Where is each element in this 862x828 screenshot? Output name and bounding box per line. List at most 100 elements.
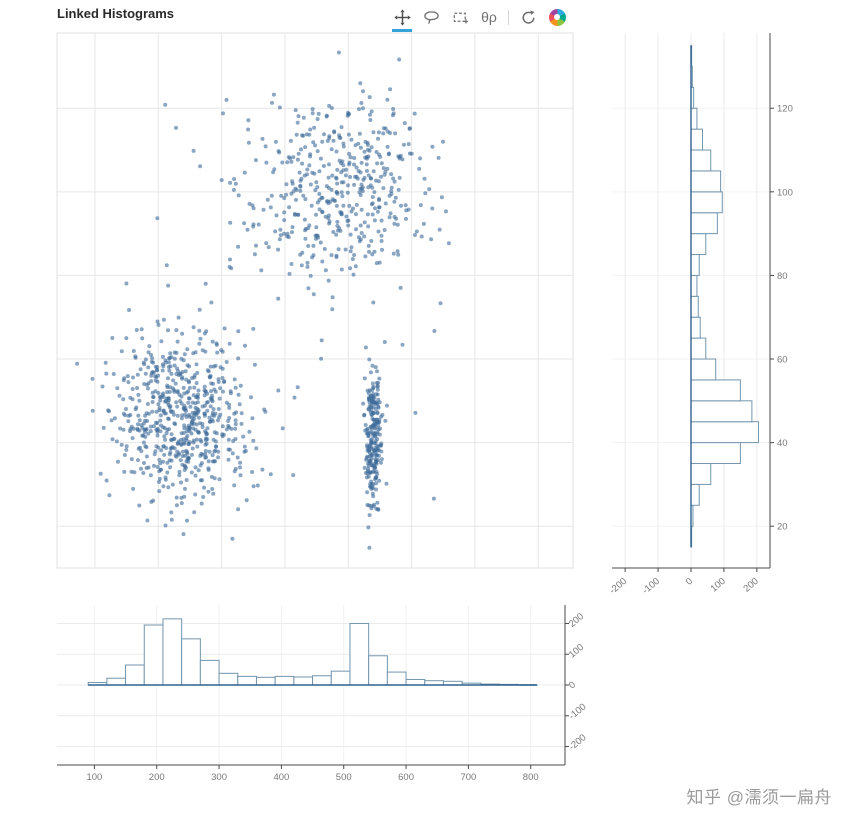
scatter-point: [220, 376, 225, 380]
scatter-point: [370, 185, 375, 190]
scatter-point: [341, 203, 346, 208]
scatter-point: [228, 257, 232, 262]
tick-label: 120: [777, 104, 793, 115]
scatter-point: [373, 453, 378, 458]
scatter-point: [163, 360, 168, 365]
scatter-point: [202, 411, 207, 416]
scatter-point: [287, 205, 292, 210]
scatter-point: [189, 470, 194, 475]
scatter-point: [146, 431, 151, 436]
scatter-point: [107, 493, 112, 498]
scatter-point: [358, 81, 363, 86]
scatter-point: [373, 365, 378, 370]
scatter-plot[interactable]: [55, 30, 575, 570]
scatter-point: [385, 166, 390, 171]
scatter-point: [208, 364, 213, 369]
scatter-point: [109, 418, 114, 423]
scatter-point: [291, 155, 296, 160]
scatter-point: [360, 189, 365, 194]
scatter-point: [128, 429, 132, 434]
scatter-point: [226, 419, 231, 423]
right-hist-bars: [690, 45, 759, 548]
scatter-point: [339, 170, 344, 175]
scatter-point: [335, 219, 340, 224]
scatter-point: [141, 471, 146, 475]
scatter-point: [349, 209, 354, 214]
scatter-point: [141, 421, 146, 426]
scatter-point: [431, 496, 436, 501]
box-select-tool-button[interactable]: [450, 5, 470, 29]
histogram-bar: [690, 274, 698, 297]
histogram-bar: [162, 618, 183, 686]
scatter-point: [169, 510, 174, 515]
scatter-point: [372, 395, 377, 400]
scatter-point: [167, 427, 171, 432]
scatter-point: [430, 144, 435, 149]
scatter-point: [250, 470, 255, 474]
scatter-point: [373, 206, 377, 211]
scatter-point: [190, 410, 195, 415]
scatter-point: [373, 441, 378, 446]
scatter-point: [221, 111, 225, 116]
scatter-point: [165, 385, 170, 390]
scatter-point: [216, 455, 221, 460]
scatter-point: [276, 388, 281, 393]
scatter-point: [319, 195, 324, 200]
bottom-histogram[interactable]: 100 200 300 400 500 600 700 800 200 100 0 -100 -200: [55, 600, 633, 805]
scatter-point: [412, 233, 417, 237]
scatter-point: [195, 444, 200, 449]
scatter-point: [188, 404, 193, 409]
tick-label: 100: [567, 642, 586, 661]
scatter-point: [161, 317, 166, 322]
scatter-point: [211, 491, 216, 496]
scatter-point: [227, 341, 232, 346]
scatter-point: [385, 144, 390, 149]
scatter-point: [182, 426, 187, 431]
scatter-point: [370, 451, 375, 456]
scatter-point: [142, 382, 147, 386]
scatter-point: [205, 408, 210, 413]
scatter-point: [238, 465, 242, 470]
scatter-point: [354, 202, 359, 207]
scatter-point: [137, 398, 142, 403]
scatter-point: [173, 422, 178, 427]
bokeh-logo-button[interactable]: [547, 5, 567, 29]
scatter-point: [407, 126, 412, 131]
scatter-point: [366, 407, 371, 412]
scatter-point: [148, 424, 153, 429]
scatter-point: [288, 156, 293, 161]
scatter-point: [319, 356, 324, 361]
scatter-point: [327, 162, 331, 167]
scatter-point: [221, 432, 226, 437]
scatter-point: [153, 378, 158, 383]
scatter-point: [354, 227, 358, 232]
scatter-point: [138, 445, 142, 450]
theta-rho-tool-button[interactable]: θρ: [479, 5, 499, 29]
lasso-select-tool-button[interactable]: [421, 5, 441, 29]
scatter-point: [368, 118, 373, 122]
scatter-point: [339, 212, 344, 217]
right-histogram[interactable]: -200 -100 0 100 200 20 40 60 80 100 120: [598, 30, 840, 622]
scatter-point: [297, 170, 302, 175]
reset-tool-button[interactable]: [518, 5, 538, 29]
scatter-point: [368, 112, 372, 117]
scatter-point: [172, 350, 177, 355]
scatter-point: [277, 105, 282, 110]
scatter-point: [377, 198, 381, 203]
scatter-point: [170, 482, 175, 487]
scatter-point: [186, 389, 191, 394]
scatter-point: [400, 342, 405, 347]
scatter-point: [167, 356, 172, 361]
pan-tool-button[interactable]: [392, 5, 412, 32]
scatter-point: [330, 173, 335, 178]
scatter-point: [282, 196, 287, 200]
reset-icon: [520, 9, 537, 26]
scatter-point: [146, 365, 151, 370]
scatter-point: [121, 397, 126, 402]
scatter-point: [334, 149, 339, 154]
scatter-point: [314, 236, 318, 241]
scatter-point: [158, 413, 163, 418]
scatter-point: [376, 404, 381, 409]
scatter-point: [352, 162, 356, 167]
